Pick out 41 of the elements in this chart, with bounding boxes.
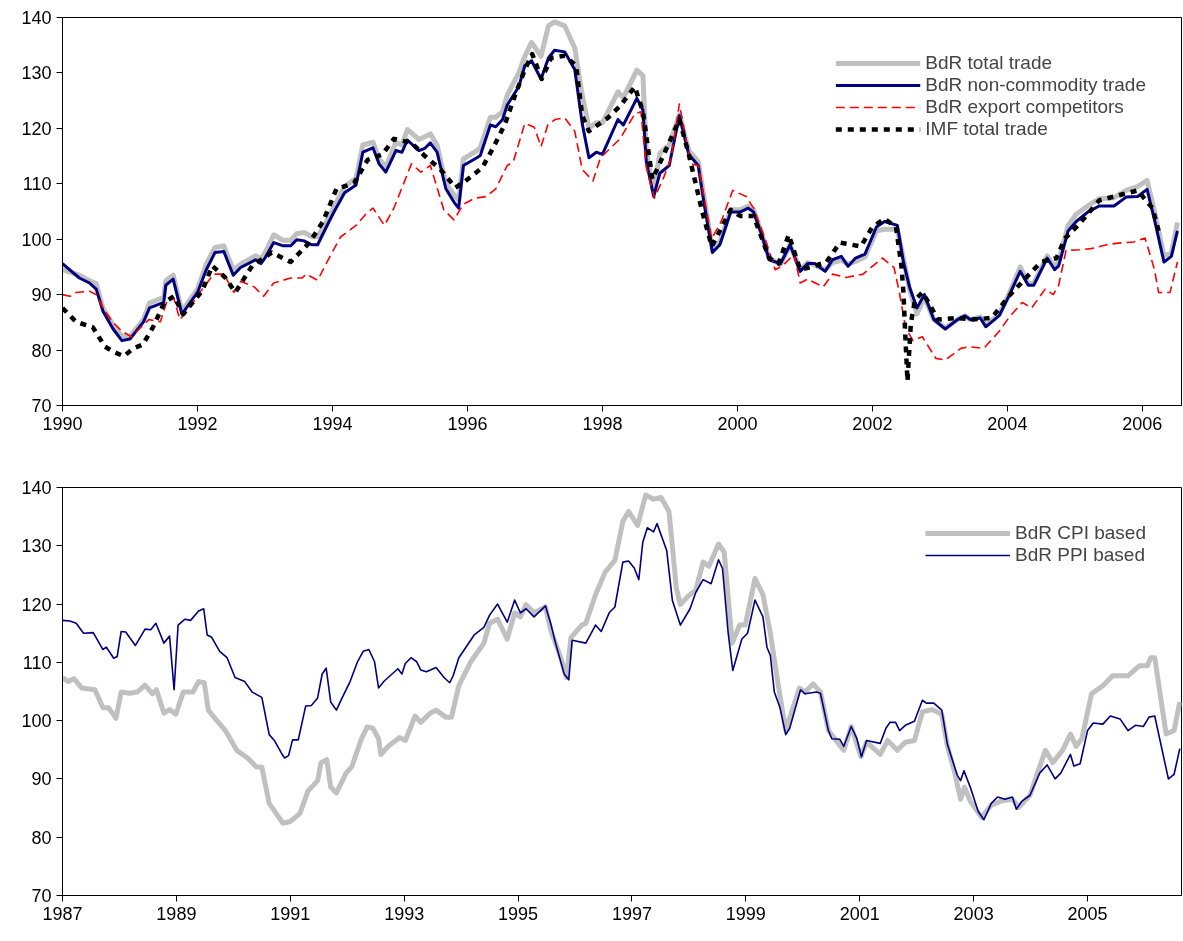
x-tick-label: 2005 (1067, 903, 1108, 924)
y-tick-label: 90 (31, 769, 52, 790)
x-tick-label: 2002 (852, 413, 893, 434)
x-tick-label: 1987 (42, 903, 83, 924)
legend-label: BdR CPI based (1015, 522, 1146, 544)
y-tick-label: 120 (21, 594, 52, 615)
x-tick-label: 1994 (312, 413, 353, 434)
x-tick-label: 2006 (1122, 413, 1163, 434)
x-tick-label: 1996 (447, 413, 488, 434)
y-tick-label: 80 (31, 827, 52, 848)
y-tick-label: 70 (31, 396, 52, 416)
x-tick-label: 1993 (384, 903, 425, 924)
y-tick-label: 110 (22, 174, 52, 195)
legend-label: BdR export competitors (925, 96, 1124, 118)
y-tick-label: 140 (21, 8, 52, 28)
x-tick-label: 1992 (177, 413, 218, 434)
y-tick-label: 120 (21, 118, 52, 139)
x-tick-label: 1998 (582, 413, 623, 434)
y-tick-label: 130 (21, 536, 52, 557)
legend-label: BdR non-commodity trade (925, 74, 1146, 96)
x-tick-label: 1997 (611, 903, 652, 924)
legend-label: BdR total trade (925, 52, 1053, 74)
x-tick-label: 2000 (717, 413, 758, 434)
y-tick-label: 100 (21, 229, 52, 250)
x-tick-label: 2001 (839, 903, 880, 924)
y-tick-label: 140 (21, 478, 52, 498)
legend-label: BdR PPI based (1015, 544, 1145, 566)
x-tick-label: 1995 (498, 903, 539, 924)
y-tick-label: 80 (31, 340, 52, 361)
y-tick-label: 130 (21, 63, 52, 84)
x-tick-label: 1990 (42, 413, 83, 434)
y-tick-label: 110 (22, 652, 52, 673)
y-tick-label: 90 (31, 285, 52, 306)
legend-label: IMF total trade (925, 118, 1048, 140)
x-tick-label: 2003 (953, 903, 994, 924)
x-tick-label: 2004 (987, 413, 1028, 434)
y-tick-label: 70 (31, 886, 52, 906)
x-tick-label: 1999 (725, 903, 766, 924)
x-tick-label: 1989 (156, 903, 197, 924)
x-tick-label: 1991 (270, 903, 311, 924)
y-tick-label: 100 (21, 711, 52, 732)
